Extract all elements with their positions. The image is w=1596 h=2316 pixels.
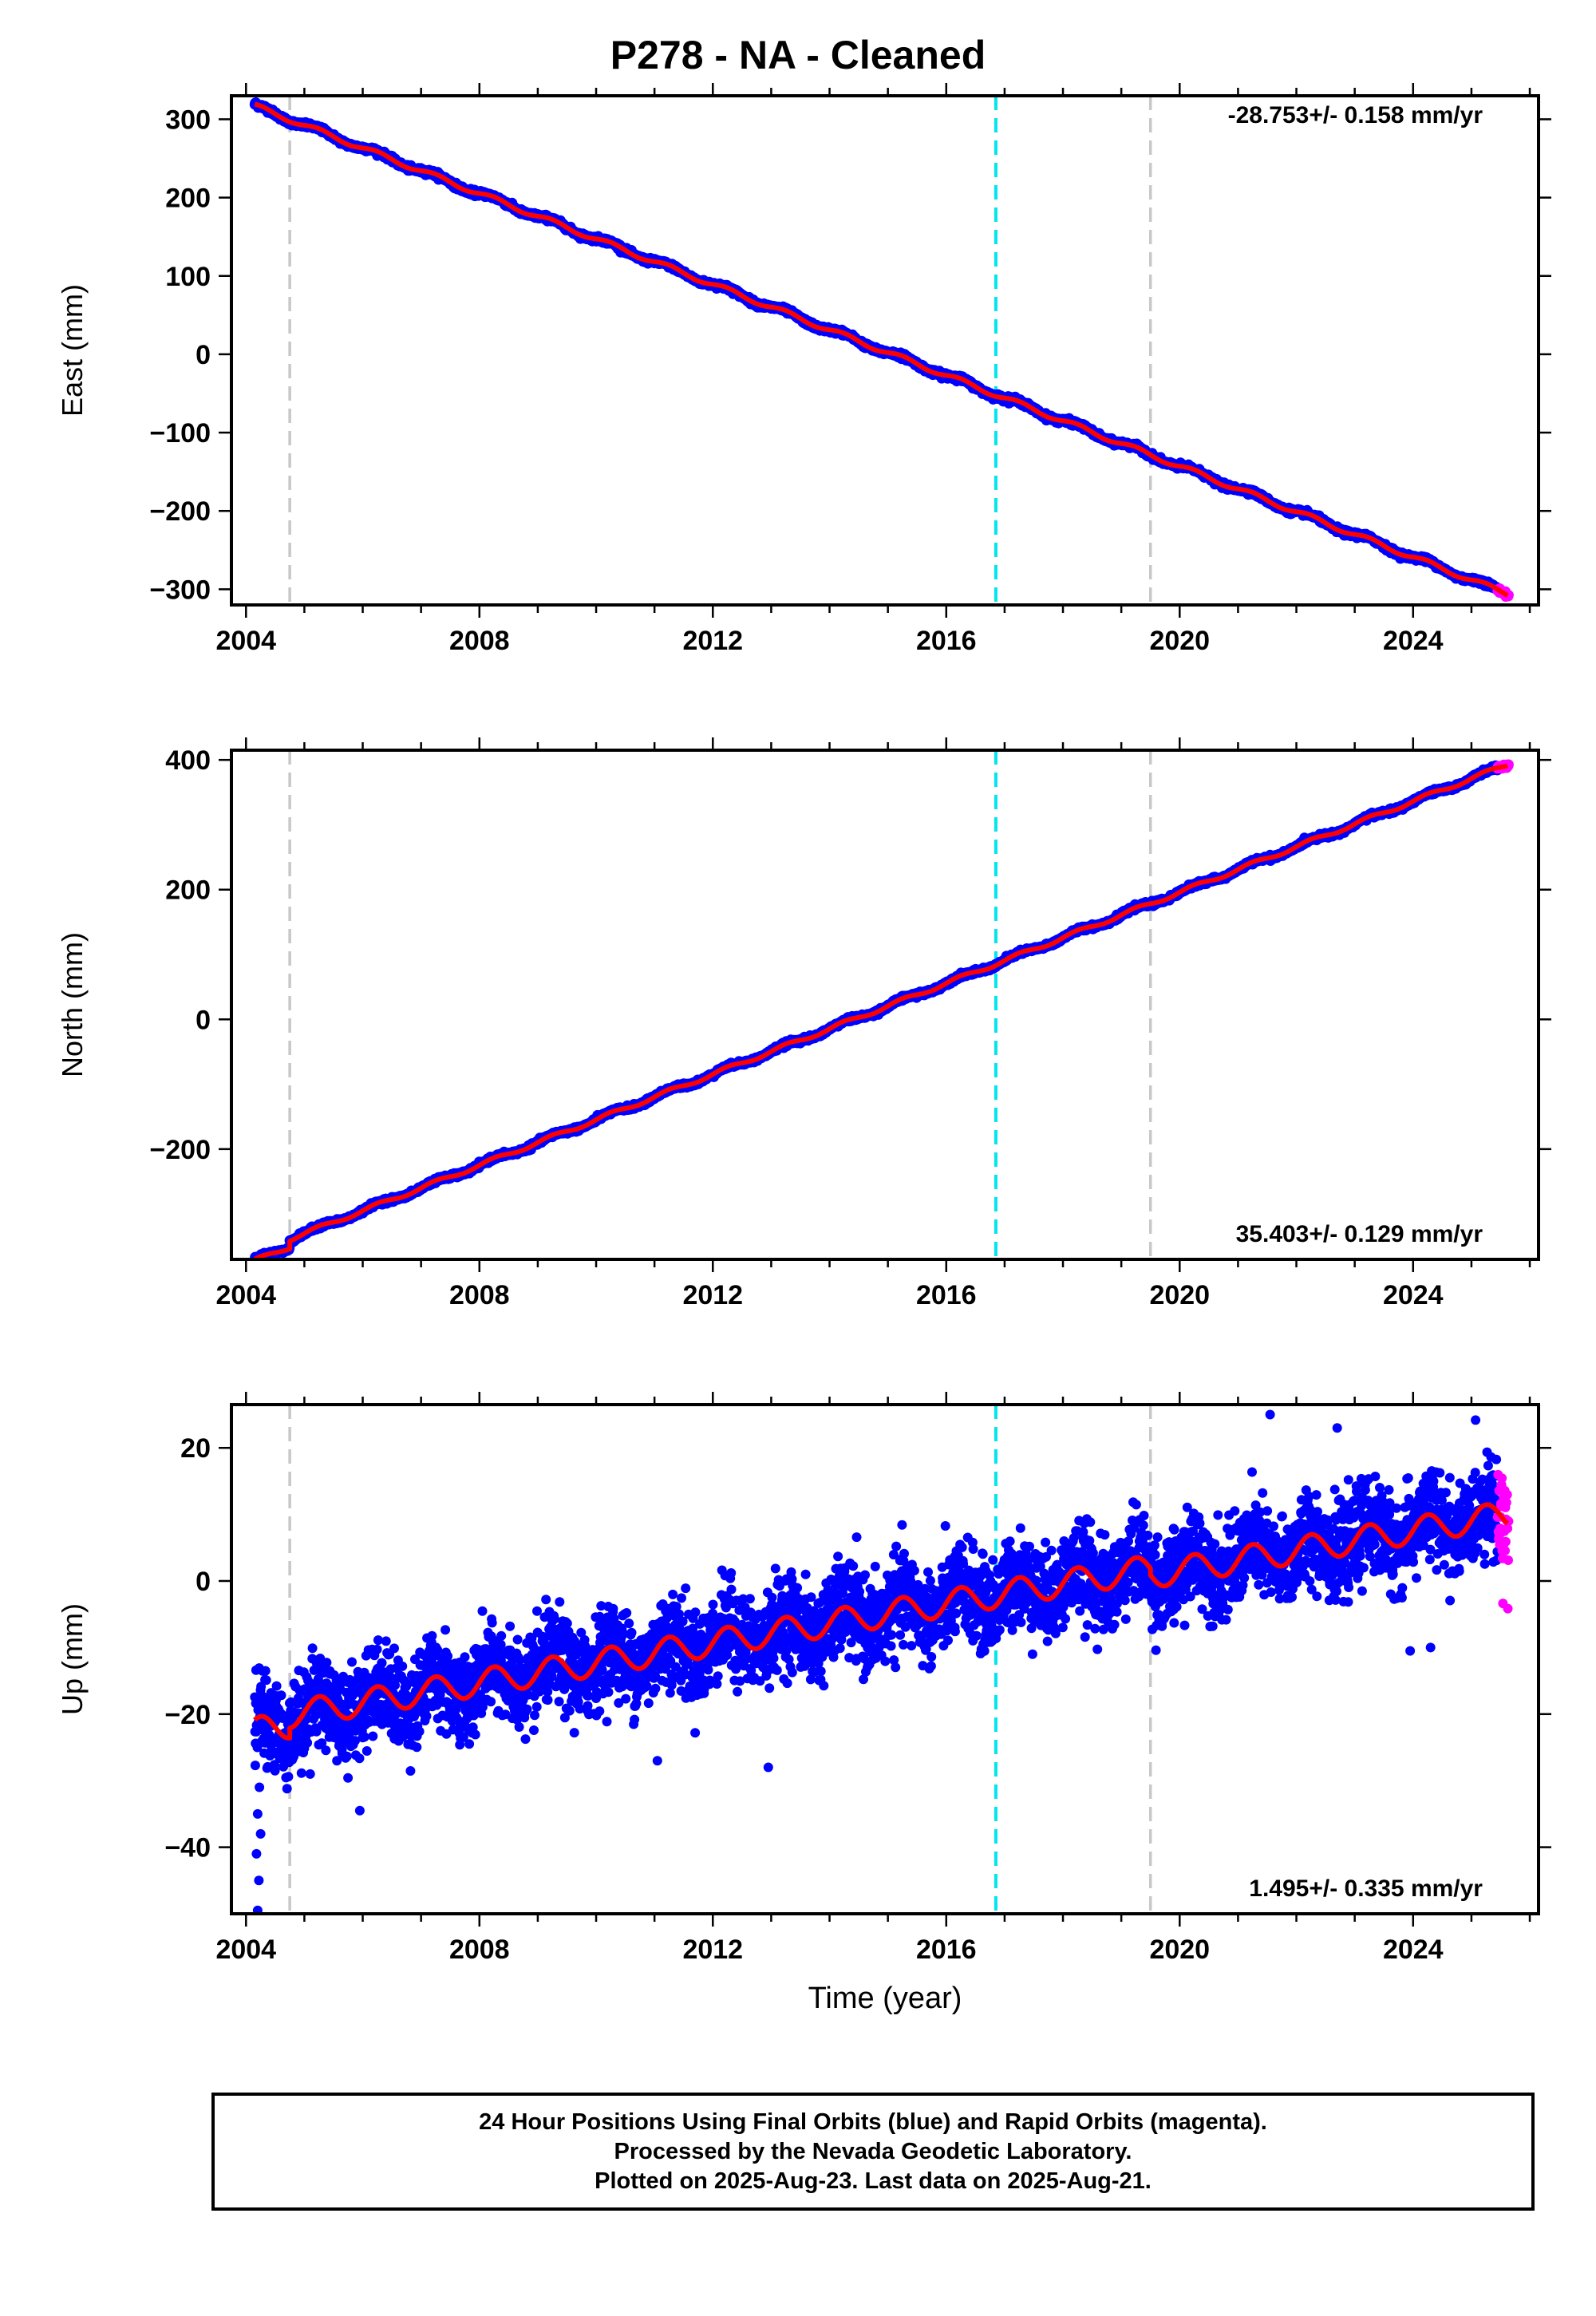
x-tick-label: 2024 [1383,626,1444,656]
x-tick-label: 2016 [916,626,977,656]
rate-label: -28.753+/- 0.158 mm/yr [1228,102,1483,128]
y-tick-label: 200 [165,184,211,214]
y-tick-label: 300 [165,105,211,135]
model-fit-line [253,101,1510,598]
final-orbit-points [249,97,1503,595]
east-panel: 2004 2008 2012 2016 2020 2024 300 200 100 0 −100 −2… [56,83,1551,656]
x-tick-label: 2020 [1149,626,1210,656]
plot-area [249,750,1514,1259]
figure-title: P278 - NA - Cleaned [610,33,986,77]
y-tick-label: −300 [149,575,211,605]
y-tick-label: −200 [149,496,211,527]
y-axis-label: East (mm) [56,284,89,417]
gps-time-series-plots: 2004 2008 2012 2016 2020 2024 300 200 100 0 −100 −2… [56,83,1551,2015]
y-tick-label: 100 [165,262,211,292]
plot-area [249,96,1514,605]
north-panel: 2004 2008 2012 2016 2020 20244002000−200North… [56,737,1551,1310]
y-tick-label: −100 [149,418,211,449]
x-tick-label: 2008 [449,626,510,656]
y-tick-label: 0 [196,340,211,370]
x-tick-label: 2012 [682,626,743,656]
x-tick-label: 2004 [215,626,276,656]
